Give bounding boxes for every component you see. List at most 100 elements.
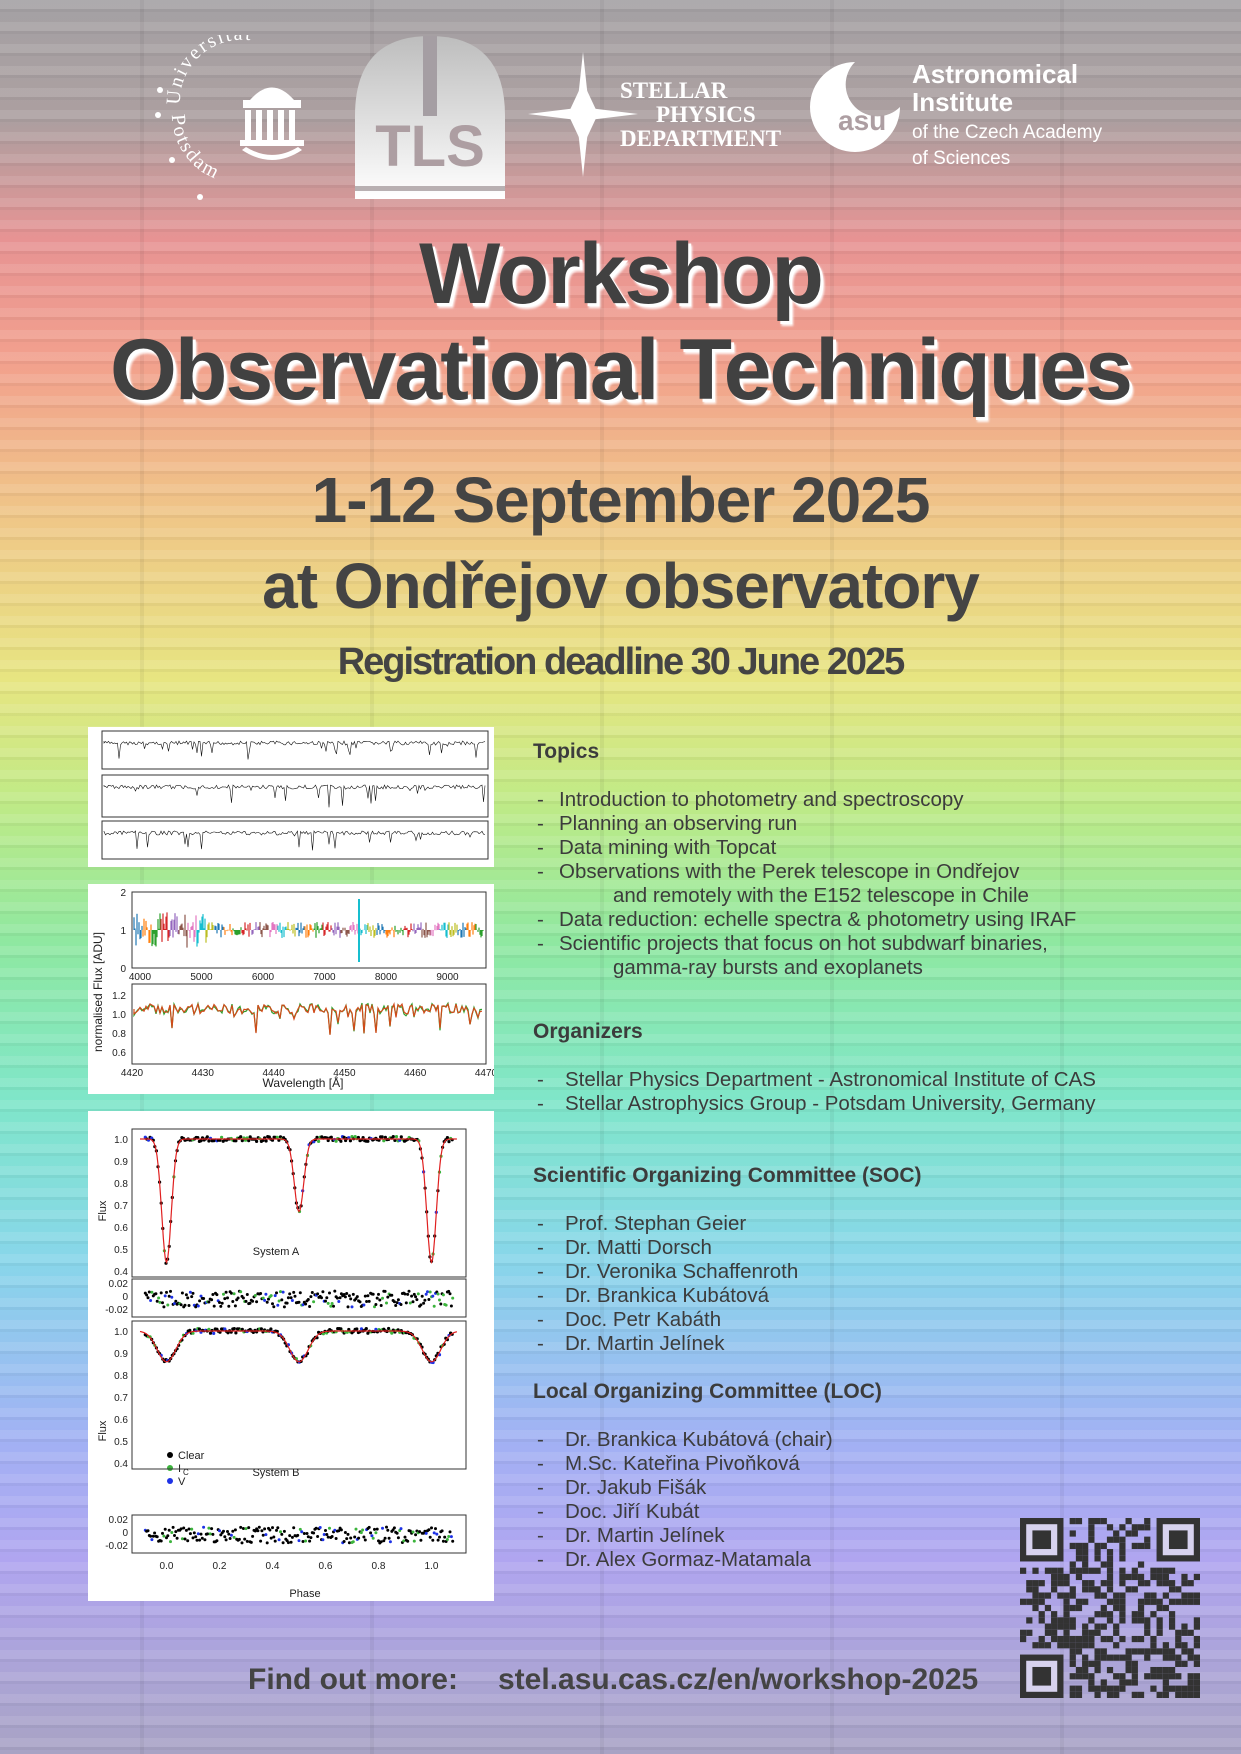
- qr-module: [1094, 1555, 1101, 1562]
- qr-module: [1038, 1611, 1045, 1618]
- residual-point: [382, 1539, 386, 1543]
- residual-axes: [131, 1278, 467, 1318]
- spectrum-xlabel: Wavelength [Å]: [263, 1075, 344, 1090]
- qr-module: [1038, 1635, 1045, 1643]
- y-tick: 0.6: [114, 1415, 128, 1426]
- residual-point: [233, 1304, 237, 1308]
- qr-module: [1125, 1518, 1132, 1525]
- residual-point: [288, 1534, 292, 1538]
- qr-module: [1144, 1592, 1151, 1599]
- residual-point: [385, 1301, 388, 1305]
- x-tick: 9000: [436, 972, 459, 983]
- residual-point: [418, 1530, 422, 1534]
- qr-module: [1175, 1673, 1182, 1680]
- qr-module: [1075, 1635, 1083, 1643]
- legend-v: V: [178, 1476, 186, 1488]
- y-tick: 0: [120, 964, 126, 975]
- qr-module: [1100, 1623, 1107, 1630]
- residual-axes: [131, 1514, 467, 1554]
- qr-module: [1106, 1666, 1114, 1674]
- residual-point: [408, 1301, 412, 1305]
- qr-module: [1150, 1648, 1157, 1655]
- qr-module: [1075, 1648, 1083, 1655]
- qr-module: [1051, 1623, 1058, 1630]
- data-point: [334, 1139, 338, 1143]
- data-point: [361, 1136, 365, 1140]
- data-point: [382, 1139, 386, 1143]
- residual-point: [395, 1531, 399, 1535]
- loc-member: - Dr. Alex Gormaz-Matamala: [537, 1548, 812, 1571]
- residual-point: [358, 1300, 362, 1304]
- qr-module: [1119, 1524, 1126, 1531]
- residual-point: [240, 1541, 244, 1545]
- residual-point: [158, 1300, 162, 1304]
- topic-item: - Introduction to photometry and spectros…: [537, 788, 964, 811]
- footer-url[interactable]: stel.asu.cas.cz/en/workshop-2025: [498, 1663, 979, 1696]
- residual-point: [325, 1533, 329, 1536]
- qr-module: [1193, 1642, 1200, 1649]
- qr-module: [1131, 1673, 1138, 1680]
- qr-module: [1032, 1580, 1039, 1587]
- qr-module: [1106, 1635, 1114, 1643]
- residual-point: [436, 1292, 440, 1296]
- x-tick: 4430: [192, 1068, 215, 1079]
- qr-module: [1075, 1642, 1083, 1649]
- residual-point: [422, 1301, 426, 1305]
- residual-point: [350, 1305, 354, 1309]
- residual-point: [182, 1526, 186, 1530]
- system-b-axes: [131, 1320, 467, 1470]
- qr-module: [1082, 1673, 1089, 1680]
- qr-module: [1082, 1586, 1089, 1593]
- qr-module: [1175, 1586, 1182, 1593]
- x-tick: 4450: [333, 1068, 356, 1079]
- qr-module: [1181, 1573, 1188, 1581]
- residual-point: [226, 1530, 229, 1533]
- residual-point: [155, 1299, 159, 1303]
- residual-point: [414, 1533, 418, 1537]
- qr-code[interactable]: [1020, 1518, 1200, 1698]
- qr-module: [1106, 1685, 1114, 1692]
- data-point: [234, 1139, 238, 1143]
- topic-item: - Observations with the Perek telescope i…: [537, 860, 1020, 883]
- residual-point: [190, 1295, 194, 1299]
- qr-module: [1094, 1660, 1101, 1667]
- qr-module: [1113, 1642, 1120, 1649]
- potsdam-arc-top: Universität: [163, 35, 253, 105]
- residual-point: [326, 1301, 330, 1305]
- residual-point: [426, 1290, 429, 1294]
- organizers-section: Organizers - Stellar Physics Department -…: [533, 1020, 1096, 1116]
- residual-point: [244, 1527, 248, 1531]
- data-point: [207, 1139, 211, 1143]
- data-point: [339, 1139, 343, 1143]
- qr-module: [1094, 1549, 1101, 1556]
- qr-module: [1075, 1518, 1083, 1525]
- qr-module: [1032, 1592, 1039, 1599]
- x-tick: 7000: [313, 972, 336, 983]
- qr-module: [1051, 1580, 1058, 1587]
- residual-point: [159, 1291, 163, 1295]
- residual-point: [419, 1303, 423, 1307]
- residual-point: [187, 1527, 191, 1531]
- residual-point: [280, 1298, 284, 1302]
- qr-module: [1063, 1573, 1070, 1581]
- y-tick: 0.6: [112, 1048, 126, 1059]
- qr-module: [1193, 1592, 1200, 1599]
- data-point: [374, 1327, 378, 1331]
- residual-point: [424, 1292, 428, 1296]
- lightcurve-figure: Flux Flux System A System B Phase Clear …: [88, 1111, 494, 1601]
- residual-point: [419, 1538, 423, 1542]
- qr-module: [1175, 1635, 1182, 1643]
- residual-point: [280, 1532, 284, 1536]
- residual-point: [175, 1536, 179, 1540]
- y-tick: 0.7: [114, 1393, 128, 1404]
- qr-module: [1063, 1623, 1070, 1630]
- qr-module: [1168, 1617, 1176, 1624]
- data-point: [208, 1331, 213, 1335]
- qr-module: [1175, 1660, 1182, 1667]
- qr-module: [1057, 1635, 1064, 1643]
- residual-point: [232, 1292, 236, 1296]
- qr-module: [1137, 1524, 1145, 1531]
- residual-point: [198, 1538, 202, 1542]
- residual-point: [281, 1290, 285, 1294]
- qr-module: [1075, 1542, 1083, 1550]
